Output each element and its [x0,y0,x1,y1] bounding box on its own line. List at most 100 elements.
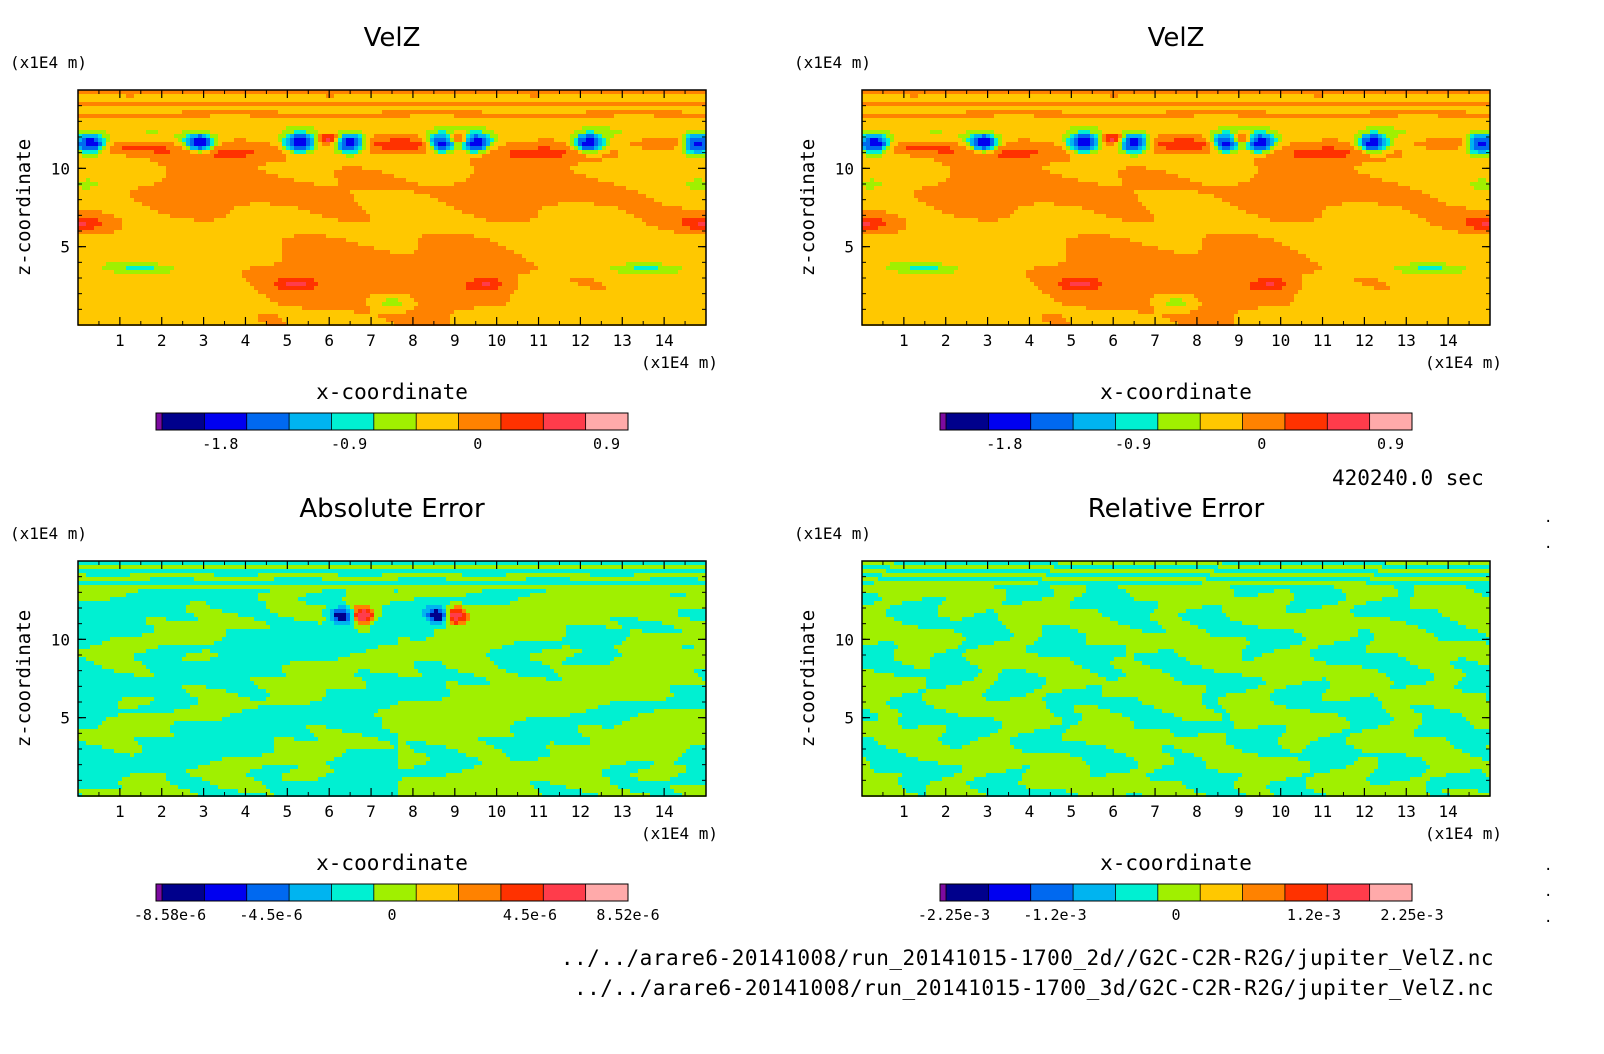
heatmap-cell [322,114,326,118]
heatmap-cell [374,182,378,186]
heatmap-cell [94,122,98,126]
heatmap-cell [394,126,398,130]
heatmap-cell [294,190,298,194]
heatmap-cell [614,174,618,178]
heatmap-cell [202,178,206,182]
heatmap-cell [506,154,510,158]
heatmap-cell [190,182,194,186]
heatmap-cell [658,206,662,210]
heatmap-cell [522,134,526,138]
heatmap-cell [314,186,318,190]
heatmap-cell [486,142,490,146]
heatmap-cell [358,94,362,98]
heatmap-cell [290,118,294,122]
heatmap-cell [358,126,362,130]
heatmap-cell [578,214,582,218]
heatmap-cell [158,206,162,210]
heatmap-cell [690,106,694,110]
heatmap-cell [174,114,178,118]
heatmap-cell [90,126,94,130]
heatmap-cell [414,146,418,150]
heatmap-cell [486,114,490,118]
heatmap-cell [386,146,390,150]
heatmap-cell [118,162,122,166]
heatmap-cell [454,122,458,126]
heatmap-cell [222,114,226,118]
heatmap-cell [174,98,178,102]
heatmap-cell [166,106,170,110]
heatmap-cell [314,118,318,122]
heatmap-cell [314,170,318,174]
heatmap-cell [174,154,178,158]
heatmap-cell [486,174,490,178]
heatmap-cell [538,182,542,186]
heatmap-cell [474,150,478,154]
heatmap-cell [290,110,294,114]
heatmap-cell [446,110,450,114]
heatmap-cell [690,114,694,118]
heatmap-cell [406,174,410,178]
heatmap-cell [514,94,518,98]
heatmap-cell [662,114,666,118]
heatmap-cell [662,206,666,210]
heatmap-cell [138,214,142,218]
heatmap-cell [350,110,354,114]
heatmap-cell [282,138,286,142]
heatmap-cell [498,110,502,114]
heatmap-cell [586,198,590,202]
heatmap-cell [194,150,198,154]
heatmap-cell [530,114,534,118]
heatmap-cell [118,210,122,214]
heatmap-cell [182,126,186,130]
heatmap-cell [582,150,586,154]
heatmap-cell [126,166,130,170]
heatmap-cell [390,142,394,146]
heatmap-cell [642,162,646,166]
heatmap-cell [186,182,190,186]
heatmap-cell [702,146,706,150]
heatmap-cell [606,178,610,182]
heatmap-cell [506,142,510,146]
heatmap-cell [446,198,450,202]
heatmap-cell [358,142,362,146]
heatmap-cell [666,130,670,134]
heatmap-cell [182,174,186,178]
heatmap-cell [590,122,594,126]
heatmap-cell [186,142,190,146]
heatmap-cell [414,170,418,174]
heatmap-cell [490,118,494,122]
heatmap-cell [138,98,142,102]
heatmap-cell [602,150,606,154]
heatmap-cell [198,210,202,214]
heatmap-cell [618,154,622,158]
heatmap-cell [90,138,94,142]
heatmap-cell [202,174,206,178]
heatmap-cell [366,202,370,206]
heatmap-cell [262,106,266,110]
heatmap-cell [154,194,158,198]
heatmap-cell [350,142,354,146]
heatmap-cell [650,178,654,182]
heatmap-cell [110,158,114,162]
heatmap-cell [422,134,426,138]
heatmap-cell [342,158,346,162]
heatmap-cell [266,94,270,98]
heatmap-cell [682,194,686,198]
heatmap-cell [318,130,322,134]
heatmap-cell [690,166,694,170]
heatmap-cell [270,130,274,134]
heatmap-cell [302,178,306,182]
heatmap-cell [466,162,470,166]
heatmap-cell [326,110,330,114]
heatmap-cell [346,134,350,138]
heatmap-cell [166,122,170,126]
heatmap-cell [126,154,130,158]
heatmap-cell [662,190,666,194]
heatmap-cell [370,210,374,214]
heatmap-cell [442,166,446,170]
heatmap-cell [678,90,682,94]
heatmap-cell [434,130,438,134]
heatmap-cell [438,206,442,210]
heatmap-cell [94,210,98,214]
heatmap-cell [622,178,626,182]
